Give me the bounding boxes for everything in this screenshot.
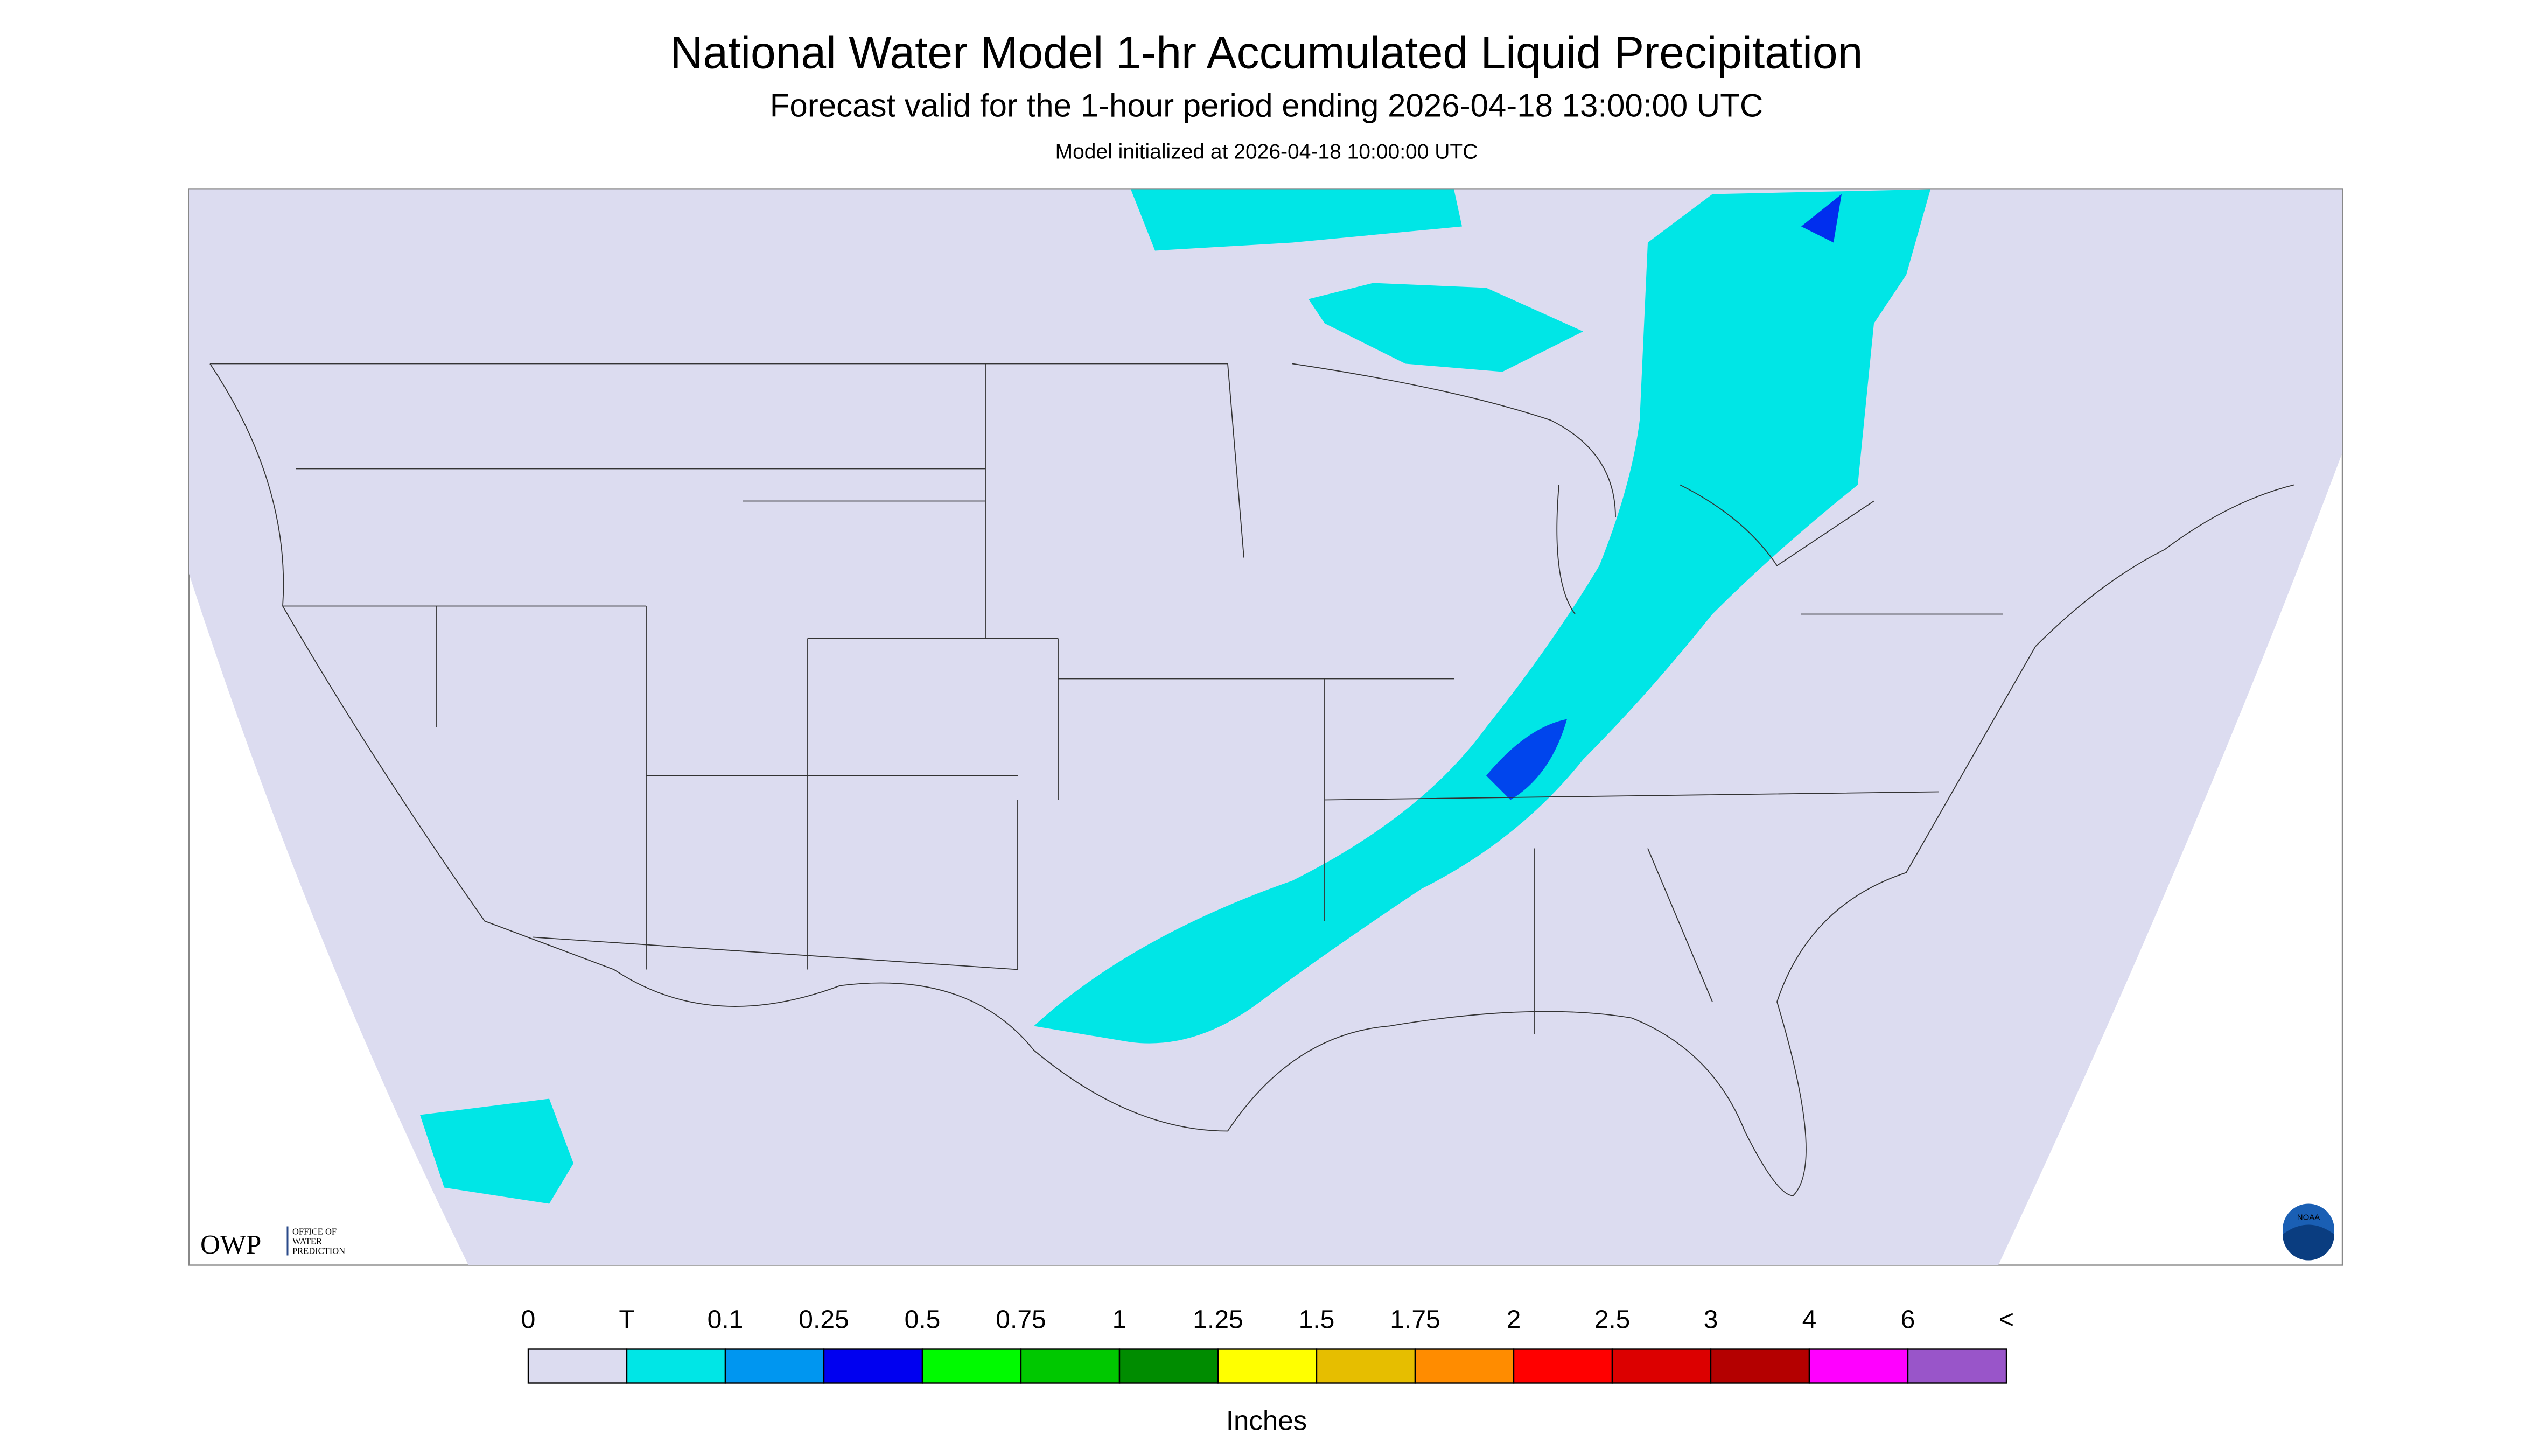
colorbar-label: 0.5	[905, 1306, 941, 1334]
colorbar: 0 T 0.1 0.25 0.5 0.75 1 1.25 1.5 1.75 2 2.5 3 4 6 <	[521, 1306, 2014, 1384]
colorbar-swatch	[1907, 1348, 2007, 1384]
state-borders	[210, 363, 2003, 1034]
colorbar-label: T	[619, 1306, 634, 1334]
colorbar-label: 1.5	[1299, 1306, 1335, 1334]
colorbar-swatch	[1513, 1348, 1613, 1384]
owp-text: WATER	[292, 1236, 322, 1247]
great-lakes	[1292, 363, 1874, 615]
colorbar-swatch	[1808, 1348, 1909, 1384]
colorbar-label: 2.5	[1594, 1306, 1631, 1334]
colorbar-swatch	[1118, 1348, 1219, 1384]
colorbar-label: 0.25	[799, 1306, 849, 1334]
owp-logo: OWP	[200, 1230, 261, 1261]
precip-area	[1131, 189, 1462, 251]
colorbar-label: 6	[1901, 1306, 1915, 1334]
colorbar-swatch	[921, 1348, 1022, 1384]
colorbar-label: 0.75	[996, 1306, 1046, 1334]
colorbar-swatch	[724, 1348, 825, 1384]
colorbar-swatch	[1611, 1348, 1712, 1384]
colorbar-swatch	[527, 1348, 628, 1384]
precip-heavy	[1801, 194, 1842, 243]
owp-text: OFFICE OF	[292, 1227, 337, 1237]
precip-area	[420, 1098, 573, 1204]
colorbar-swatch	[1217, 1348, 1318, 1384]
noaa-wave	[2283, 1224, 2334, 1261]
precip-area	[1034, 189, 1930, 1044]
precip-area	[1309, 283, 1583, 372]
colorbar-swatch	[626, 1348, 726, 1384]
coastline	[209, 363, 2294, 1196]
subtitle: Forecast valid for the 1-hour period end…	[770, 88, 1763, 124]
precip-heavy	[1486, 719, 1567, 800]
colorbar-swatch	[1414, 1348, 1515, 1384]
noaa-text: NOAA	[2297, 1213, 2320, 1222]
colorbar-label: 1	[1112, 1306, 1127, 1334]
init-time: Model initialized at 2026-04-18 10:00:00…	[1055, 141, 1478, 164]
colorbar-swatch	[1316, 1348, 1416, 1384]
colorbar-label: 0.1	[708, 1306, 744, 1334]
colorbar-label: <	[1999, 1306, 2014, 1334]
colorbar-label: 3	[1704, 1306, 1718, 1334]
owp-text: PREDICTION	[292, 1246, 345, 1256]
colorbar-swatch	[1020, 1348, 1121, 1384]
colorbar-label: 1.75	[1390, 1306, 1440, 1334]
map: OWP OFFICE OF WATER PREDICTION NOAA	[188, 188, 2343, 1266]
colorbar-label: 2	[1507, 1306, 1521, 1334]
colorbar-unit: Inches	[1226, 1405, 1307, 1436]
colorbar-label: 4	[1802, 1306, 1817, 1334]
colorbar-label: 0	[521, 1306, 536, 1334]
colorbar-swatch	[823, 1348, 923, 1384]
colorbar-label: 1.25	[1193, 1306, 1243, 1334]
colorbar-swatch	[1710, 1348, 1810, 1384]
title: National Water Model 1-hr Accumulated Li…	[670, 27, 1863, 78]
